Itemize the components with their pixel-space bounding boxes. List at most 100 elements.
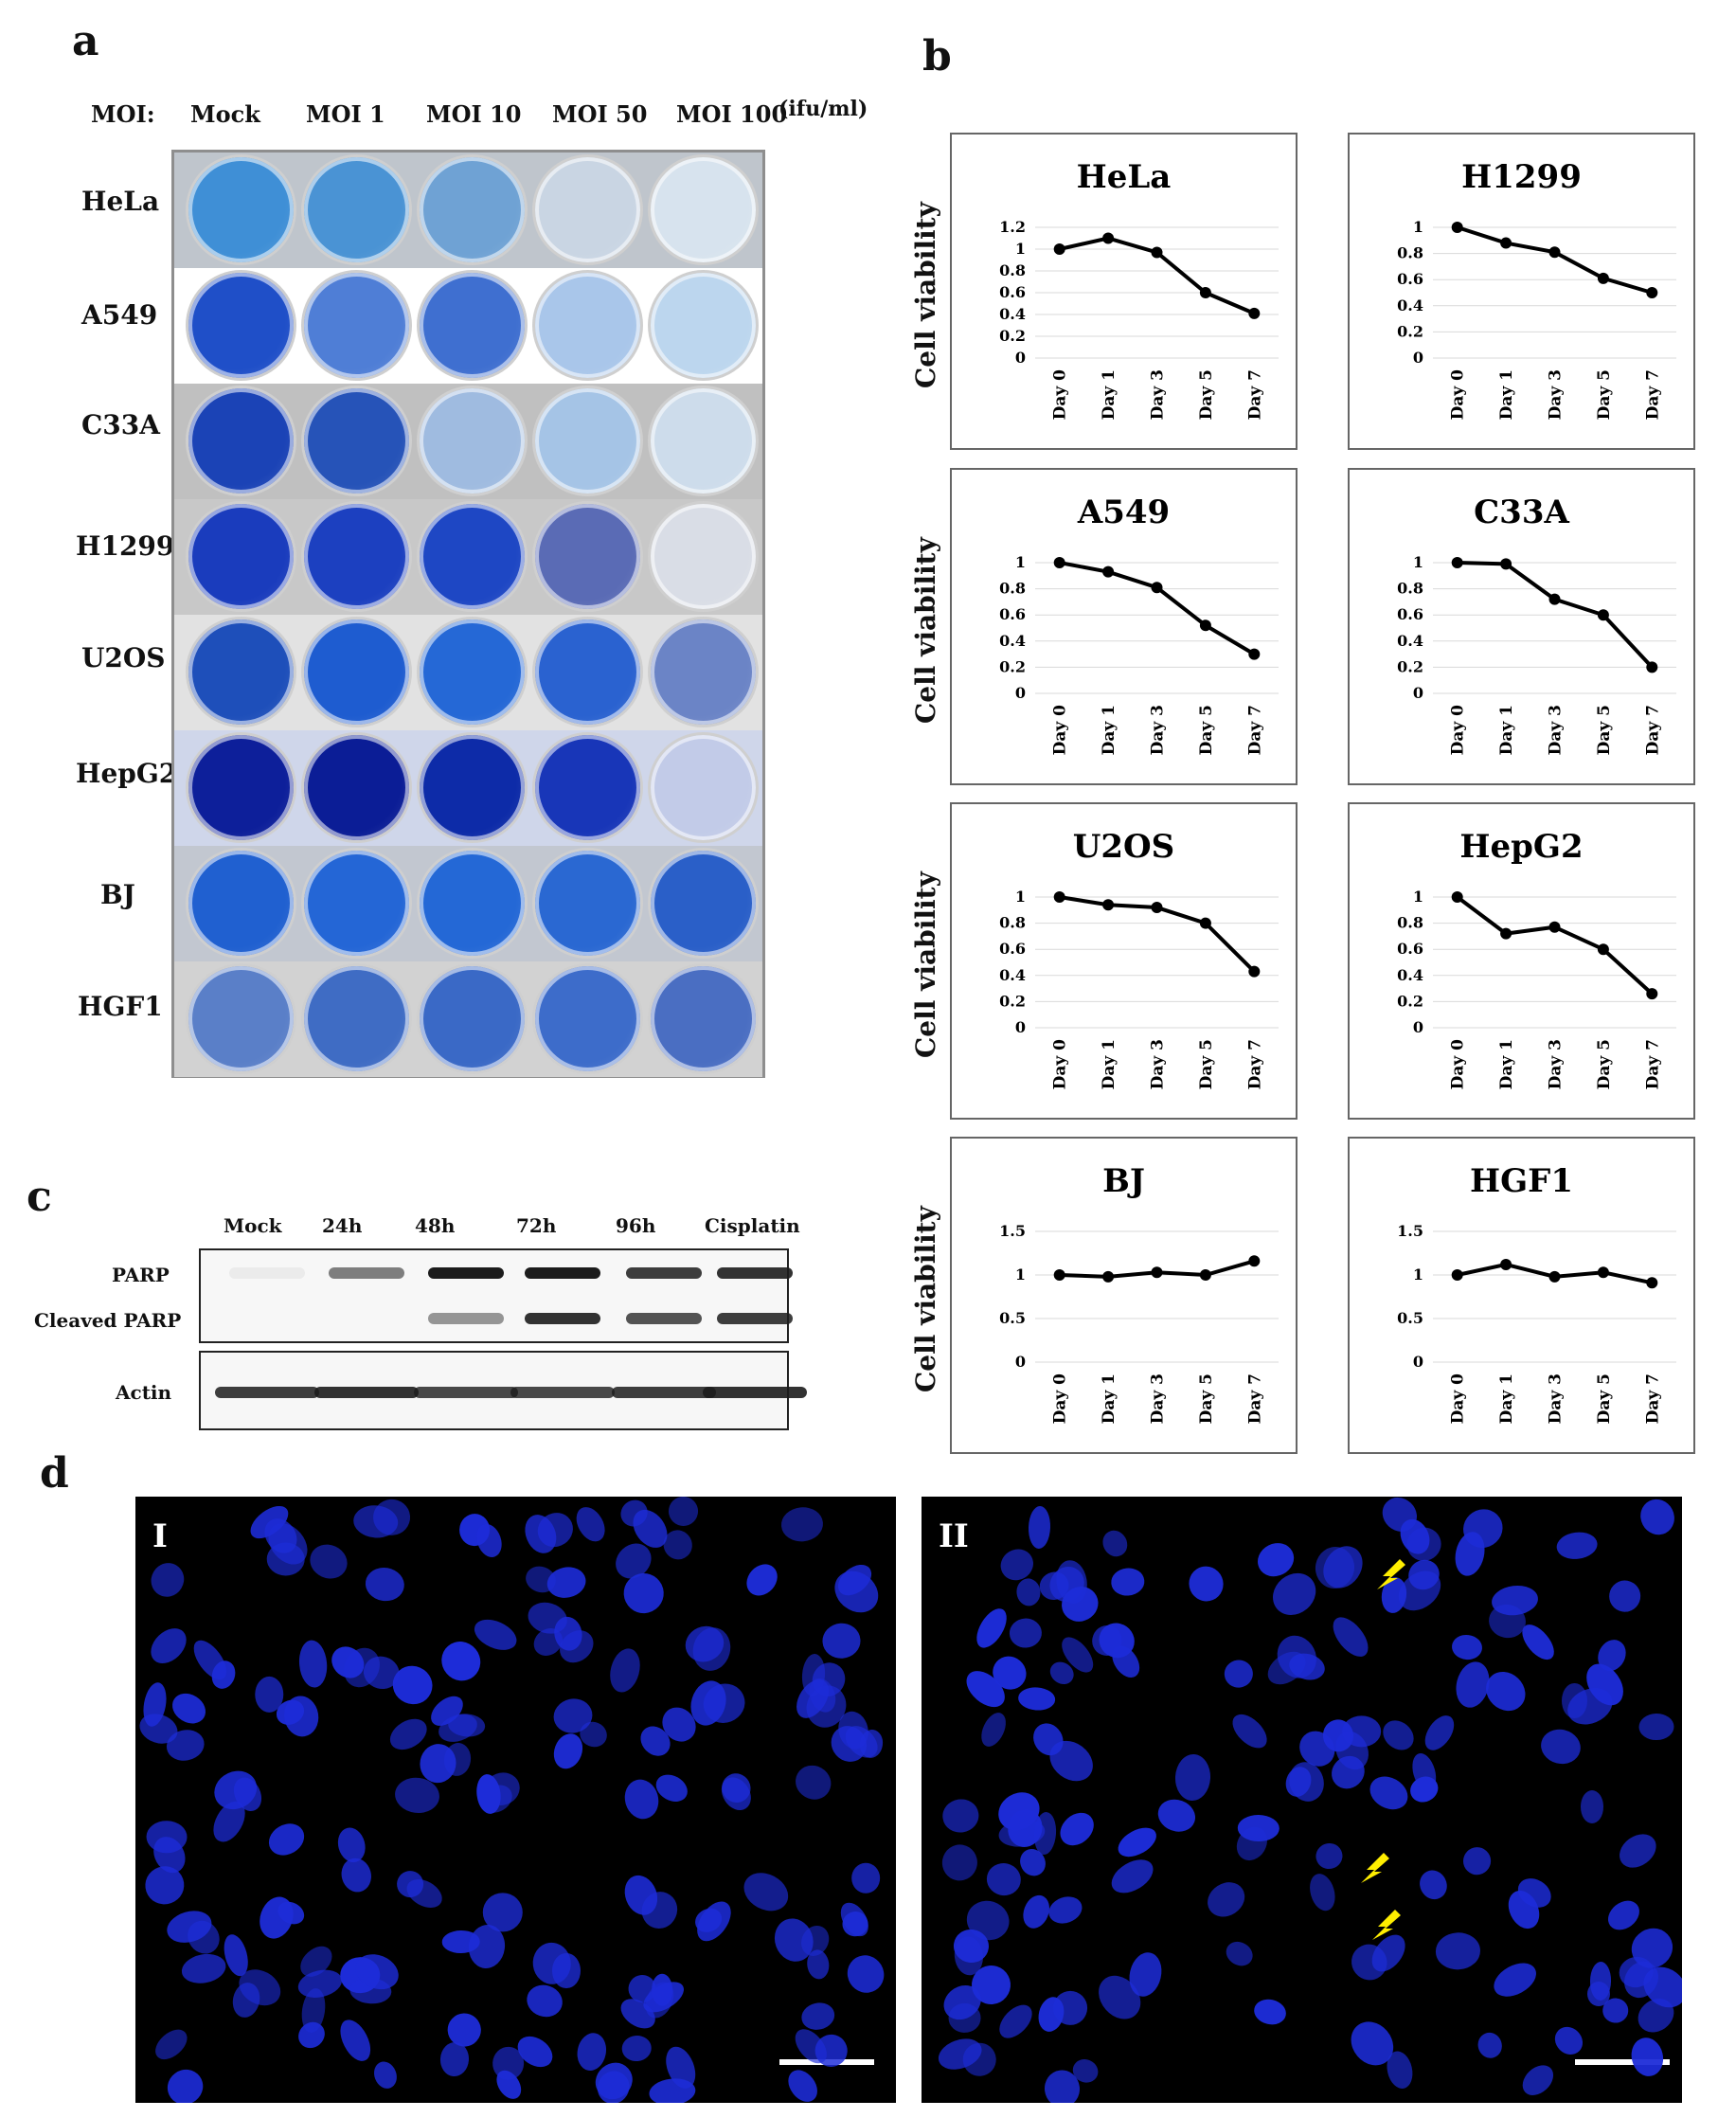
moi-title: MOI: xyxy=(91,100,155,128)
parp-band xyxy=(626,1267,702,1279)
y-tick-label: 0.4 xyxy=(1397,296,1423,314)
well xyxy=(420,966,525,1071)
y-tick-label: 1 xyxy=(1015,553,1026,571)
well xyxy=(304,966,409,1071)
y-tick-label: 0.8 xyxy=(999,580,1026,598)
actin-band xyxy=(215,1387,319,1398)
lane-label: Mock xyxy=(224,1214,282,1237)
y-tick-label: 0.2 xyxy=(1397,657,1423,675)
well xyxy=(651,273,756,378)
y-axis-label: Cell viability xyxy=(910,1206,941,1392)
row-label-h1299: H1299 xyxy=(76,530,175,562)
lane-label: 48h xyxy=(415,1214,456,1237)
y-tick-label: 0 xyxy=(1413,684,1423,702)
actin-band xyxy=(510,1387,615,1398)
data-point xyxy=(1597,943,1609,956)
series-line xyxy=(1457,225,1653,295)
actin-band xyxy=(314,1387,419,1398)
x-tick-label: Day 1 xyxy=(1100,369,1119,420)
data-point xyxy=(1199,287,1211,298)
well xyxy=(651,388,756,494)
data-point xyxy=(1451,557,1463,568)
chart-title: HeLa xyxy=(1077,158,1172,196)
nucleus xyxy=(779,1505,825,1543)
nucleus xyxy=(1045,1892,1086,1929)
moi-column-0: Mock xyxy=(190,100,260,128)
x-tick-label: Day 0 xyxy=(1051,1373,1070,1425)
plate-row xyxy=(174,499,762,615)
y-tick-label: 0.4 xyxy=(1397,632,1423,650)
nucleus xyxy=(1628,2035,1668,2080)
x-tick-label: Day 5 xyxy=(1197,369,1216,420)
actin-band xyxy=(612,1387,716,1398)
row-label-bj: BJ xyxy=(100,879,135,910)
data-point xyxy=(1102,232,1115,244)
panel-letter-b: b xyxy=(922,32,952,81)
well xyxy=(188,619,294,725)
nucleus xyxy=(799,2000,838,2033)
nucleus xyxy=(333,2015,377,2066)
row-label-hepg2: HepG2 xyxy=(76,758,178,789)
well xyxy=(420,851,525,956)
nucleus xyxy=(1516,2059,1560,2102)
arrow-shape xyxy=(1377,1559,1405,1589)
parp-band xyxy=(229,1267,305,1279)
nucleus xyxy=(1475,2029,1506,2062)
plate-row xyxy=(174,730,762,846)
y-tick-label: 1 xyxy=(1015,240,1026,258)
nucleus xyxy=(254,1892,298,1943)
nucleus xyxy=(441,1930,480,1953)
y-axis-label: Cell viability xyxy=(910,202,941,388)
nucleus xyxy=(975,1708,1011,1751)
y-tick-label: 0.6 xyxy=(999,940,1026,958)
nucleus xyxy=(266,1541,306,1576)
y-tick-label: 0.2 xyxy=(999,992,1026,1010)
well xyxy=(304,157,409,262)
well xyxy=(188,273,294,378)
x-tick-label: Day 7 xyxy=(1643,1373,1662,1424)
y-tick-label: 0.2 xyxy=(1397,992,1423,1010)
plate-row xyxy=(174,846,762,961)
chart-title: HGF1 xyxy=(1470,1162,1573,1200)
y-tick-label: 1 xyxy=(1015,1265,1026,1283)
nucleus xyxy=(1634,1497,1681,1541)
well xyxy=(188,504,294,609)
row-label-a549: A549 xyxy=(81,299,158,331)
nucleus xyxy=(1364,1769,1414,1817)
x-tick-label: Day 3 xyxy=(1547,1373,1566,1424)
cleaved-parp-band xyxy=(428,1313,504,1324)
cleaved-parp-band xyxy=(525,1313,600,1324)
x-tick-label: Day 1 xyxy=(1100,705,1119,755)
data-point xyxy=(1053,557,1065,568)
y-tick-label: 1 xyxy=(1413,1265,1423,1283)
well xyxy=(420,157,525,262)
well xyxy=(304,619,409,725)
y-axis-label: Cell viability xyxy=(910,537,941,724)
nucleus xyxy=(1222,1937,1258,1971)
x-tick-label: Day 5 xyxy=(1595,1373,1614,1424)
cleaved-parp-band xyxy=(626,1313,702,1324)
well xyxy=(535,851,640,956)
cleaved-parp-band xyxy=(717,1313,793,1324)
moi-column-2: MOI 10 xyxy=(426,100,522,128)
data-point xyxy=(1548,921,1561,933)
data-point xyxy=(1199,917,1211,929)
nucleus xyxy=(1226,1708,1273,1755)
data-point xyxy=(1451,891,1463,903)
x-tick-label: Day 7 xyxy=(1643,369,1662,420)
x-tick-label: Day 0 xyxy=(1449,1039,1468,1090)
nucleus xyxy=(1415,1865,1453,1904)
chart-svg: HepG2 0 0.2 0.4 0.6 0.8 1 Day 0 Day 1 Day 3 Day 5 D… xyxy=(1397,828,1676,1090)
x-tick-label: Day 3 xyxy=(1149,1039,1168,1089)
data-point xyxy=(1102,1270,1115,1283)
nucleus xyxy=(851,1862,881,1894)
x-tick-label: Day 7 xyxy=(1245,1373,1264,1424)
nucleus xyxy=(1201,1875,1252,1924)
row-label-c33a: C33A xyxy=(81,409,160,440)
nucleus xyxy=(1489,1955,1542,2002)
x-tick-label: Day 3 xyxy=(1547,705,1566,755)
chart-title: C33A xyxy=(1474,494,1569,531)
well xyxy=(420,735,525,840)
data-point xyxy=(1500,237,1512,249)
y-tick-label: 0 xyxy=(1015,684,1026,702)
